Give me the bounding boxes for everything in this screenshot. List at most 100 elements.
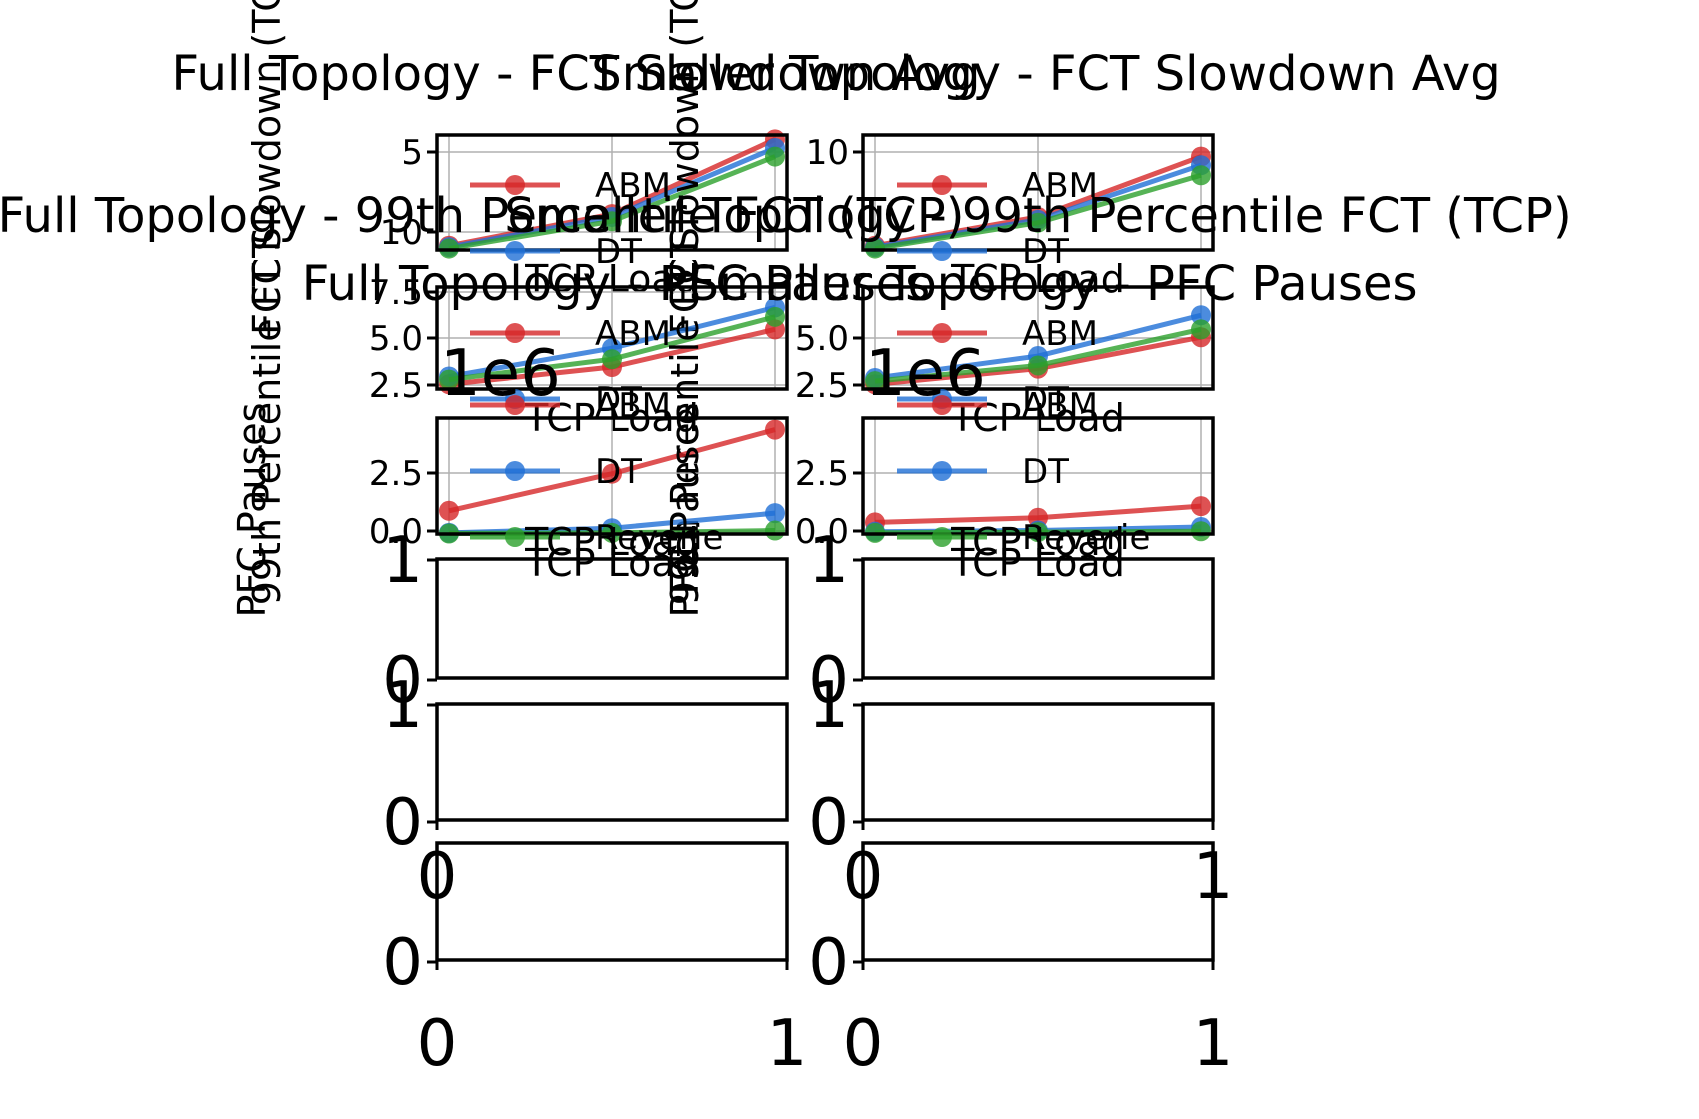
- y-tick-label: 7.5: [369, 273, 423, 313]
- y-tick-label: 5: [401, 133, 423, 173]
- chart-title: Full Topology - PFC Pauses: [302, 256, 931, 312]
- axis-offset-label: 1e6: [440, 337, 561, 411]
- chart-empty-1-left: 0 1 TCP Load: [382, 520, 789, 718]
- legend-marker-abm: [932, 323, 952, 343]
- chart-empty-3-left: 00 1: [382, 841, 807, 1081]
- y-axis-label: 99th Percentile FCT: [245, 234, 289, 605]
- y-tick-label: 1: [382, 524, 423, 598]
- data-point-reverie: [865, 371, 885, 392]
- x-tick-label: 1: [1193, 1007, 1234, 1081]
- legend-marker-abm: [505, 395, 525, 415]
- y-tick-label: 5.0: [369, 319, 423, 359]
- legend-marker-abm: [505, 323, 525, 343]
- data-point-reverie: [1191, 319, 1211, 340]
- y-tick-label: 1: [382, 669, 423, 743]
- legend-label-reverie: Reverie: [595, 518, 723, 558]
- legend-marker-abm: [932, 175, 952, 195]
- data-point-reverie: [765, 146, 785, 167]
- data-point-reverie: [1028, 212, 1048, 233]
- x-tick-label: 0: [843, 1007, 884, 1081]
- data-point-reverie: [1191, 521, 1211, 542]
- y-tick-label: 10: [380, 213, 423, 253]
- legend-label-reverie: Reverie: [1022, 518, 1150, 558]
- chart-title: Full Topology - FCT Slowdown Avg: [172, 46, 981, 102]
- data-point-reverie: [1028, 522, 1048, 543]
- x-tick-label: 0: [417, 1007, 458, 1081]
- legend-marker-reverie: [505, 527, 525, 547]
- y-tick-label: 0: [808, 786, 849, 860]
- x-axis-label: TCP Load: [950, 520, 1125, 564]
- data-point-reverie: [765, 520, 785, 541]
- legend-label-dt: DT: [1022, 232, 1069, 272]
- y-tick-label: 0: [382, 786, 423, 860]
- y-tick-label: 0: [808, 926, 849, 1000]
- data-point-reverie: [765, 306, 785, 327]
- plot-frame: [861, 557, 1215, 680]
- y-tick-label: 10: [806, 133, 849, 173]
- plot-frame: [435, 841, 789, 962]
- data-point-dt: [1191, 305, 1211, 326]
- data-point-reverie: [602, 211, 622, 232]
- data-point-reverie: [1191, 165, 1211, 186]
- y-tick-label: 2.5: [795, 366, 849, 406]
- y-tick-label: 0: [382, 926, 423, 1000]
- legend-marker-reverie: [932, 527, 952, 547]
- plot-frame: [861, 702, 1215, 822]
- legend-marker-dt: [505, 241, 525, 261]
- data-point-abm: [1191, 496, 1211, 517]
- y-axis-label: FCT Slowdown (TCP) Avg: [245, 0, 289, 335]
- plot-frame: [861, 416, 1215, 536]
- y-axis-label: FCT Slowdown (TCP) Avg: [663, 0, 707, 335]
- chart-pfc-full: 0.0 2.5 Full Topology - PFC Pauses PFC Paus…: [230, 256, 930, 617]
- y-tick-label: 2.5: [795, 454, 849, 494]
- chart-title: Full Topology - 99th Percentile FCT (TCP…: [0, 188, 964, 244]
- plot-frame: [435, 702, 789, 822]
- plot-frame: [861, 133, 1215, 252]
- legend-label-dt: DT: [595, 232, 642, 272]
- legend-label-dt: DT: [1022, 452, 1069, 492]
- y-tick-label: 0.0: [795, 512, 849, 552]
- data-point-abm: [765, 419, 785, 440]
- chart-title: Smaller Topology - 99th Percentile FCT (…: [504, 188, 1571, 244]
- legend-label-abm: ABM: [595, 386, 671, 426]
- chart-title: Smaller Topology - PFC Pauses: [688, 256, 1417, 312]
- chart-fct-smaller: 10 Smaller Topology - FCT Slowdown AvgFCT…: [591, 0, 1500, 335]
- legend-label-dt: DT: [595, 380, 642, 420]
- legend-label-abm: ABM: [1022, 386, 1098, 426]
- plot-frame: [861, 841, 1215, 962]
- y-tick-label: 0: [808, 644, 849, 718]
- data-point-abm: [439, 500, 459, 521]
- y-axis-label: PFC Pauses: [230, 403, 274, 618]
- y-axis-label: PFC Pauses: [663, 403, 707, 618]
- legend-marker-abm: [932, 395, 952, 415]
- legend-label-dt: DT: [1022, 380, 1069, 420]
- data-point-reverie: [439, 369, 459, 390]
- plot-frame: [435, 557, 789, 680]
- data-point-reverie: [602, 349, 622, 370]
- legend-marker-dt: [932, 461, 952, 481]
- data-point-reverie: [1028, 355, 1048, 376]
- x-axis-label: TCP Load: [950, 541, 1125, 585]
- y-tick-label: 1: [808, 524, 849, 598]
- legend-label-abm: ABM: [1022, 166, 1098, 206]
- legend-marker-dt: [505, 461, 525, 481]
- chart-empty-1-right: 0 1 TCP Load: [808, 520, 1215, 718]
- legend-label-dt: DT: [595, 452, 642, 492]
- data-point-dt: [765, 503, 785, 524]
- chart-pfc-smaller: 0.0 2.5 Smaller Topology - PFC Pauses PFC P…: [663, 256, 1418, 617]
- y-tick-label: 5.0: [795, 319, 849, 359]
- legend-marker-abm: [505, 175, 525, 195]
- chart-empty-3-right: 00 1: [808, 841, 1234, 1081]
- x-axis-label: TCP Load: [524, 541, 699, 585]
- axis-offset-label: 1e6: [865, 337, 986, 411]
- x-axis-label: TCP Load: [524, 520, 699, 564]
- legend-label-abm: ABM: [595, 314, 671, 354]
- y-tick-label: 1: [808, 669, 849, 743]
- y-tick-label: 2.5: [369, 366, 423, 406]
- plot-frame: [435, 416, 789, 536]
- data-point-abm: [602, 463, 622, 484]
